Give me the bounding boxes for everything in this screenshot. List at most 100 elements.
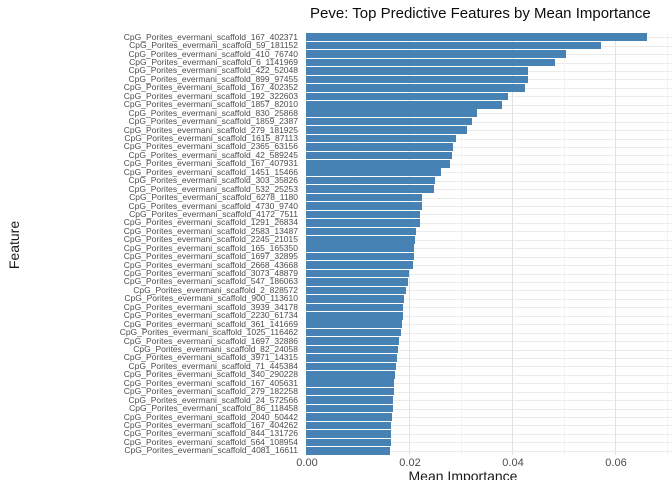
- y-axis-label: CpG_Porites_evermani_scaffold_410_76740: [128, 48, 299, 59]
- gridline-horizontal: [306, 357, 672, 359]
- bar: [306, 328, 402, 337]
- y-axis-label: CpG_Porites_evermani_scaffold_167_404262: [123, 419, 298, 430]
- gridline-horizontal: [306, 341, 672, 343]
- gridline-horizontal: [306, 222, 672, 224]
- bar: [306, 446, 391, 455]
- bar: [306, 286, 407, 295]
- bar: [306, 185, 434, 193]
- bar: [306, 219, 420, 227]
- gridline-horizontal: [306, 425, 672, 427]
- y-axis-label: CpG_Porites_evermani_scaffold_2230_61734: [123, 310, 298, 321]
- gridline-horizontal: [306, 172, 672, 174]
- y-axis-label: CpG_Porites_evermani_scaffold_1615_87113: [124, 133, 298, 143]
- y-axis-label: CpG_Porites_evermani_scaffold_564_108954: [123, 436, 298, 447]
- bar: [306, 396, 394, 404]
- y-axis-label: CpG_Porites_evermani_scaffold_71_445384: [128, 360, 299, 371]
- y-axis-label: CpG_Porites_evermani_scaffold_547_186063: [123, 276, 298, 287]
- bar: [306, 362, 396, 371]
- bar: [306, 235, 415, 244]
- plot-panel: [306, 33, 672, 455]
- bar: [306, 126, 468, 134]
- gridline-minor: [666, 33, 668, 455]
- y-axis-label: CpG_Porites_evermani_scaffold_4730_9740: [128, 200, 299, 211]
- y-axis-label: CpG_Porites_evermani_scaffold_42_589245: [128, 149, 299, 160]
- gridline-horizontal: [306, 265, 672, 267]
- bar: [306, 58, 556, 67]
- gridline-horizontal: [306, 450, 672, 452]
- y-axis-label: CpG_Porites_evermani_scaffold_1025_11646…: [119, 327, 298, 338]
- bar: [306, 269, 409, 278]
- bar: [306, 227, 417, 236]
- y-axis-label: CpG_Porites_evermani_scaffold_1451_15466: [123, 166, 298, 177]
- y-axis-label: CpG_Porites_evermani_scaffold_167_402371: [123, 31, 298, 42]
- gridline-horizontal: [306, 113, 672, 115]
- gridline-horizontal: [306, 324, 672, 326]
- bar: [306, 117, 473, 126]
- y-axis-label: CpG_Porites_evermani_scaffold_167_407931: [123, 158, 298, 169]
- gridline-horizontal: [306, 442, 672, 444]
- bar: [306, 371, 395, 379]
- bar: [306, 67, 529, 75]
- x-tick-label: 0.00: [296, 457, 318, 469]
- gridline-horizontal: [306, 248, 672, 250]
- y-axis-label: CpG_Porites_evermani_scaffold_2040_50442: [123, 411, 298, 422]
- y-axis-label: CpG_Porites_evermani_scaffold_2_828572: [133, 284, 298, 295]
- bar: [306, 50, 567, 58]
- y-axis-label: CpG_Porites_evermani_scaffold_899_97455: [128, 73, 299, 84]
- y-axis-labels: CpG_Porites_evermani_scaffold_167_402371…: [0, 31, 302, 455]
- gridline-horizontal: [306, 349, 672, 351]
- chart-title: Peve: Top Predictive Features by Mean Im…: [310, 5, 651, 22]
- bar: [306, 438, 391, 447]
- bar: [306, 387, 394, 396]
- x-axis-title: Mean Importance: [408, 468, 518, 480]
- bar: [306, 210, 421, 219]
- bar: [306, 261, 414, 269]
- gridline-major: [409, 33, 410, 455]
- y-axis-label: CpG_Porites_evermani_scaffold_1859_2387: [128, 116, 299, 127]
- bar: [306, 193, 423, 202]
- gridline-horizontal: [306, 231, 672, 233]
- y-axis-label: CpG_Porites_evermani_scaffold_3971_14315: [123, 352, 298, 363]
- x-tick-label: 0.02: [399, 457, 421, 469]
- gridline-horizontal: [306, 146, 672, 148]
- bar: [306, 84, 525, 92]
- y-axis-label: CpG_Porites_evermani_scaffold_1857_82010: [123, 99, 298, 110]
- bar: [306, 244, 415, 253]
- gridline-horizontal: [306, 214, 672, 216]
- bar: [306, 151, 452, 160]
- bar: [306, 92, 508, 101]
- y-axis-label: CpG_Porites_evermani_scaffold_279_181925: [123, 124, 298, 135]
- y-axis-label: CpG_Porites_evermani_scaffold_422_52048: [128, 65, 299, 76]
- y-axis-label: CpG_Porites_evermani_scaffold_192_322603: [123, 90, 298, 101]
- gridline-horizontal: [306, 391, 672, 393]
- gridline-horizontal: [306, 189, 672, 191]
- y-axis-label: CpG_Porites_evermani_scaffold_1697_32886: [123, 335, 298, 346]
- bar: [306, 337, 399, 345]
- bar: [306, 413, 392, 421]
- bar: [306, 311, 403, 320]
- gridline-horizontal: [306, 138, 672, 140]
- x-tick-label: 0.06: [605, 457, 627, 469]
- y-axis-label: CpG_Porites_evermani_scaffold_167_405631: [123, 377, 298, 388]
- gridline-horizontal: [306, 206, 672, 208]
- y-axis-label: CpG_Porites_evermani_scaffold_82_24058: [133, 344, 298, 354]
- bar: [306, 379, 395, 388]
- bar: [306, 75, 528, 84]
- gridline-horizontal: [306, 408, 672, 410]
- gridline-horizontal: [306, 273, 672, 275]
- gridline-horizontal: [306, 155, 672, 157]
- bar: [306, 160, 450, 168]
- y-axis-label: CpG_Porites_evermani_scaffold_844_131726: [123, 428, 298, 439]
- y-axis-label: CpG_Porites_evermani_scaffold_2245_21015: [123, 234, 298, 245]
- y-axis-label: CpG_Porites_evermani_scaffold_165_165350: [123, 242, 298, 253]
- gridline-horizontal: [306, 366, 672, 368]
- bar: [306, 430, 392, 438]
- y-axis-label: CpG_Porites_evermani_scaffold_4172_7511: [129, 208, 298, 219]
- y-axis-label: CpG_Porites_evermani_scaffold_3939_34178: [123, 301, 298, 312]
- bar: [306, 134, 456, 143]
- gridline-horizontal: [306, 315, 672, 317]
- bar: [306, 168, 441, 177]
- bar: [306, 295, 404, 303]
- y-axis-label: CpG_Porites_evermani_scaffold_2365_63156: [123, 141, 298, 152]
- bar: [306, 176, 435, 185]
